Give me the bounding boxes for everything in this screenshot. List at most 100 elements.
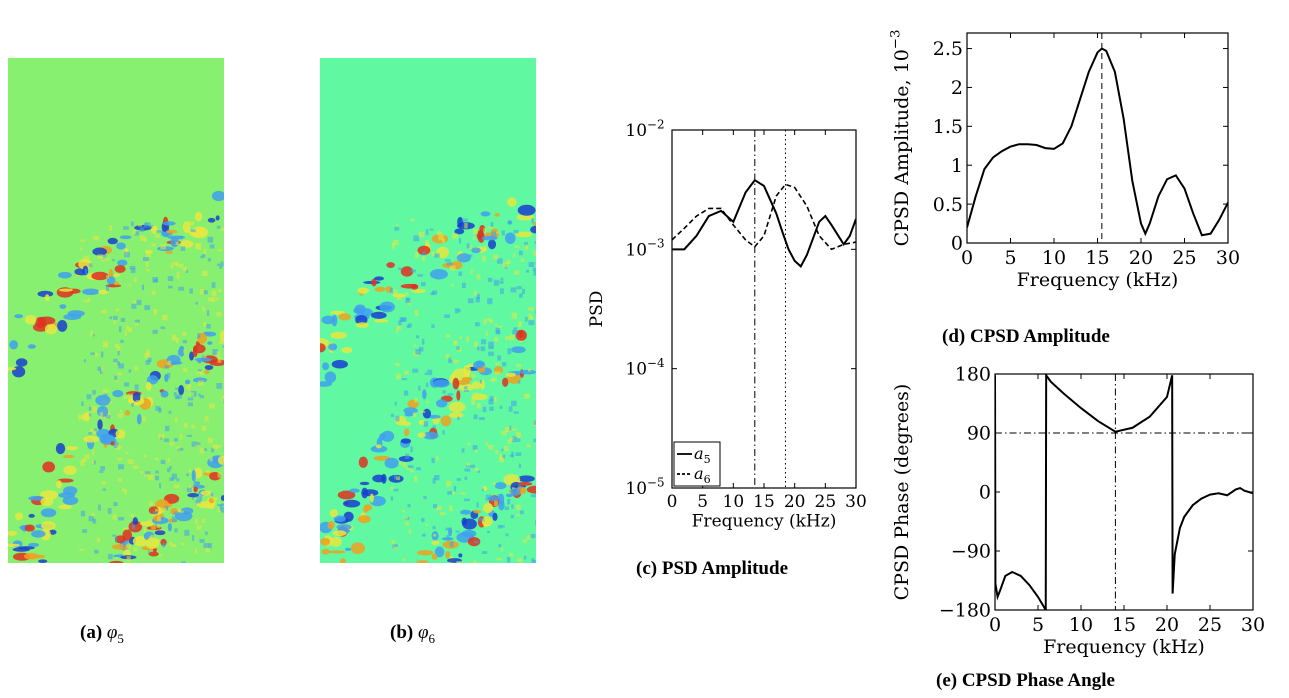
field-b-blob bbox=[461, 529, 477, 538]
field-a-speckle bbox=[212, 349, 219, 356]
field-b-speckle bbox=[425, 229, 429, 236]
field-a-speckle bbox=[195, 243, 200, 249]
field-a-speckle bbox=[159, 483, 162, 489]
field-a-blob bbox=[146, 375, 159, 385]
field-a-speckle bbox=[92, 449, 95, 456]
field-b-blob bbox=[330, 331, 347, 339]
field-a-blob bbox=[194, 211, 203, 222]
field-a-speckle bbox=[216, 351, 221, 357]
cpsd-phase-chart-svg: 0 5 10 15 20 25 30 −180 −90 0 90 180 Frequency (kHz)… bbox=[891, 364, 1265, 658]
field-a-speckle bbox=[209, 244, 215, 249]
field-a-speckle bbox=[183, 349, 187, 354]
field-b-speckle bbox=[446, 262, 453, 266]
field-a-speckle bbox=[134, 366, 139, 371]
field-a-speckle bbox=[140, 238, 146, 241]
field-b-blob bbox=[475, 360, 484, 369]
field-a-blob bbox=[58, 504, 72, 510]
field-a-speckle bbox=[82, 529, 88, 533]
field-a-speckle bbox=[175, 417, 178, 423]
field-b-speckle bbox=[404, 370, 409, 375]
field-b-speckle bbox=[406, 324, 410, 329]
field-b-speckle bbox=[517, 321, 522, 327]
field-b-blob bbox=[417, 245, 431, 256]
field-b-speckle bbox=[473, 290, 477, 296]
field-a-speckle bbox=[114, 344, 120, 348]
y-axis-label: CPSD Phase (degrees) bbox=[891, 384, 913, 601]
field-b-speckle bbox=[444, 314, 450, 318]
field-b-speckle bbox=[423, 496, 427, 500]
field-b-blob bbox=[448, 401, 466, 413]
field-b-speckle bbox=[528, 262, 535, 268]
field-b-blob bbox=[327, 520, 335, 530]
field-a-speckle bbox=[93, 460, 96, 465]
field-b-blob bbox=[461, 376, 473, 382]
field-b-speckle bbox=[514, 270, 520, 275]
field-a-speckle bbox=[186, 383, 191, 390]
field-a-blob bbox=[78, 258, 93, 270]
field-b-speckle bbox=[391, 242, 395, 249]
field-b-speckle bbox=[464, 386, 468, 389]
field-a-speckle bbox=[217, 472, 221, 478]
field-b-speckle bbox=[507, 348, 512, 355]
field-b-speckle bbox=[523, 394, 530, 399]
field-b-speckle bbox=[510, 514, 514, 519]
field-b-blob bbox=[517, 204, 536, 216]
field-a-speckle bbox=[177, 447, 184, 451]
field-a-speckle bbox=[192, 232, 198, 238]
field-a-speckle bbox=[173, 484, 180, 489]
field-b-blob bbox=[374, 318, 389, 323]
field-a-speckle bbox=[217, 356, 222, 363]
y-tick-label: 180 bbox=[955, 364, 991, 386]
field-b-speckle bbox=[533, 250, 536, 256]
field-a-speckle bbox=[148, 550, 151, 554]
field-a-speckle bbox=[97, 254, 104, 259]
field-b-blob bbox=[330, 310, 346, 315]
field-a-speckle bbox=[216, 382, 223, 389]
field-b-speckle bbox=[505, 533, 509, 537]
field-b-blob bbox=[386, 262, 395, 268]
psd-chart: 0 5 10 15 20 25 30 10−2 10−3 10−4 10−5 Frequency (k… bbox=[580, 110, 870, 540]
field-a-speckle bbox=[217, 507, 220, 512]
field-a-blob bbox=[204, 365, 214, 370]
field-a-speckle bbox=[209, 457, 213, 462]
caption-e: (e) CPSD Phase Angle bbox=[936, 670, 1115, 692]
field-b-blob bbox=[452, 377, 460, 390]
field-b-speckle bbox=[530, 534, 536, 539]
field-a-speckle bbox=[97, 366, 102, 371]
field-a-speckle bbox=[187, 397, 194, 401]
field-b-speckle bbox=[483, 318, 487, 325]
field-a-speckle bbox=[79, 239, 86, 242]
field-a-speckle bbox=[87, 297, 91, 303]
field-b-speckle bbox=[393, 488, 399, 492]
field-b-speckle bbox=[417, 274, 424, 277]
field-b-speckle bbox=[449, 505, 453, 512]
field-a-speckle bbox=[146, 252, 152, 258]
field-a-speckle bbox=[150, 534, 155, 540]
field-b-speckle bbox=[496, 231, 500, 234]
field-b-speckle bbox=[415, 349, 421, 355]
field-a-blob bbox=[97, 419, 103, 430]
field-b-speckle bbox=[421, 518, 425, 522]
field-b-speckle bbox=[490, 222, 494, 227]
field-b-speckle bbox=[408, 323, 412, 328]
field-a-speckle bbox=[144, 471, 151, 476]
field-a-speckle bbox=[126, 543, 131, 549]
field-b-speckle bbox=[475, 322, 480, 327]
field-a-speckle bbox=[189, 392, 194, 397]
field-b-speckle bbox=[394, 226, 400, 231]
caption-a-tag: (a) bbox=[80, 622, 103, 643]
field-a-speckle bbox=[196, 370, 203, 374]
field-b-speckle bbox=[500, 525, 505, 528]
field-b-speckle bbox=[413, 475, 418, 482]
field-a-speckle bbox=[177, 235, 183, 240]
field-b-speckle bbox=[519, 293, 523, 298]
field-b-blob bbox=[516, 213, 535, 221]
field-b-blob bbox=[431, 540, 440, 546]
field-b-speckle bbox=[477, 517, 484, 522]
field-b-speckle bbox=[493, 279, 499, 286]
field-b-speckle bbox=[421, 251, 426, 256]
field-a-speckle bbox=[148, 224, 154, 228]
field-plot-phi6 bbox=[320, 58, 536, 563]
field-a-speckle bbox=[216, 445, 222, 448]
field-b-speckle bbox=[461, 218, 468, 222]
